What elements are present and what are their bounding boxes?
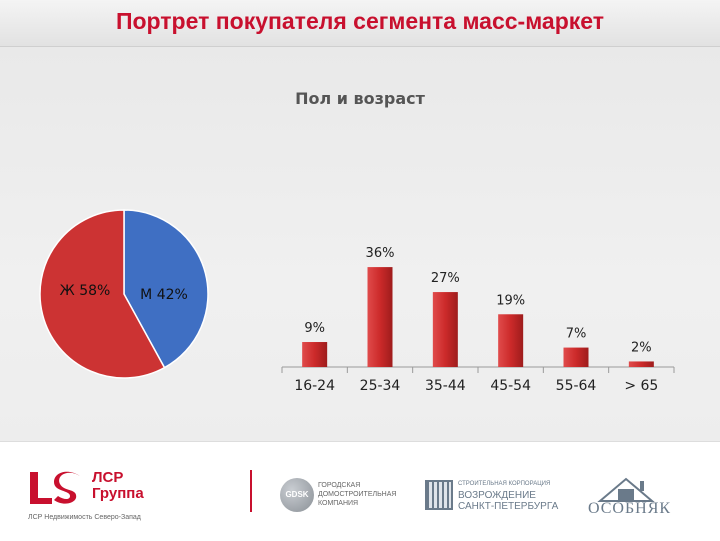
lsr-name-line2: Группа (92, 485, 144, 502)
lsr-name-line1: ЛСР (92, 469, 124, 486)
gdsk-logo-icon: GDSK (280, 478, 314, 512)
chart-panel: Пол и возраст Ж 58% М 42% 9% 16-24 36% 25-34… (0, 47, 720, 441)
pie-label-female: Ж 58% (60, 283, 111, 299)
pie-chart: Ж 58% М 42% (39, 209, 209, 379)
bar-value-label: 19% (496, 293, 525, 308)
vozrozhdenie-name: ВОЗРОЖДЕНИЕ САНКТ-ПЕТЕРБУРГА (458, 490, 568, 512)
bar-45-54 (498, 314, 524, 367)
bar-value-label: 27% (431, 271, 460, 286)
vozrozhdenie-line2: САНКТ-ПЕТЕРБУРГА (458, 501, 559, 512)
vozrozhdenie-small-text: СТРОИТЕЛЬНАЯ КОРПОРАЦИЯ (458, 481, 551, 487)
footer (0, 441, 720, 541)
vozrozhdenie-line1: ВОЗРОЖДЕНИЕ (458, 490, 536, 501)
pie-slice-male (123, 209, 209, 369)
osobnyak-name: ОСОБНЯК (588, 500, 672, 517)
bar-chart: 9% 16-24 36% 25-34 27% 35-44 19% 45-54 7% 55-64 2%… (281, 246, 675, 394)
x-tick-label: 35-44 (425, 378, 466, 394)
bar-chart-title: Пол и возраст (295, 89, 426, 108)
pie-slice-female (39, 209, 166, 379)
gdsk-name: ГОРОДСКАЯ ДОМОСТРОИТЕЛЬНАЯ КОМПАНИЯ (318, 482, 397, 507)
bar-value-label: 7% (566, 327, 587, 342)
lsr-name: ЛСР Группа (92, 470, 162, 502)
x-tick-label: 25-34 (360, 378, 401, 394)
bar-value-label: 36% (366, 246, 395, 261)
footer-divider (250, 470, 252, 512)
pie-label-male: М 42% (140, 287, 188, 303)
bar-35-44 (432, 292, 458, 367)
bar-> 65 (628, 361, 654, 367)
title-bar: Портрет покупателя сегмента масс-маркет (0, 0, 720, 47)
bar-25-34 (367, 267, 393, 367)
x-tick-label: 55-64 (556, 378, 597, 394)
bar-16-24 (302, 342, 328, 367)
lsr-logo-icon (30, 471, 80, 504)
x-tick-label: 45-54 (490, 378, 531, 394)
bar-55-64 (563, 347, 589, 367)
x-tick-label: > 65 (624, 378, 658, 394)
slide-title: Портрет покупателя сегмента масс-маркет (115, 8, 605, 34)
vozrozhdenie-building-icon (425, 480, 453, 510)
lsr-subtitle: ЛСР Недвижимость Северо-Запад (28, 514, 141, 521)
bar-value-label: 9% (304, 321, 325, 336)
bar-value-label: 2% (631, 340, 652, 355)
x-tick-label: 16-24 (294, 378, 335, 394)
osobnyak-house-icon (597, 477, 655, 502)
charts-svg: Пол и возраст Ж 58% М 42% 9% 16-24 36% 25-34… (39, 89, 675, 394)
